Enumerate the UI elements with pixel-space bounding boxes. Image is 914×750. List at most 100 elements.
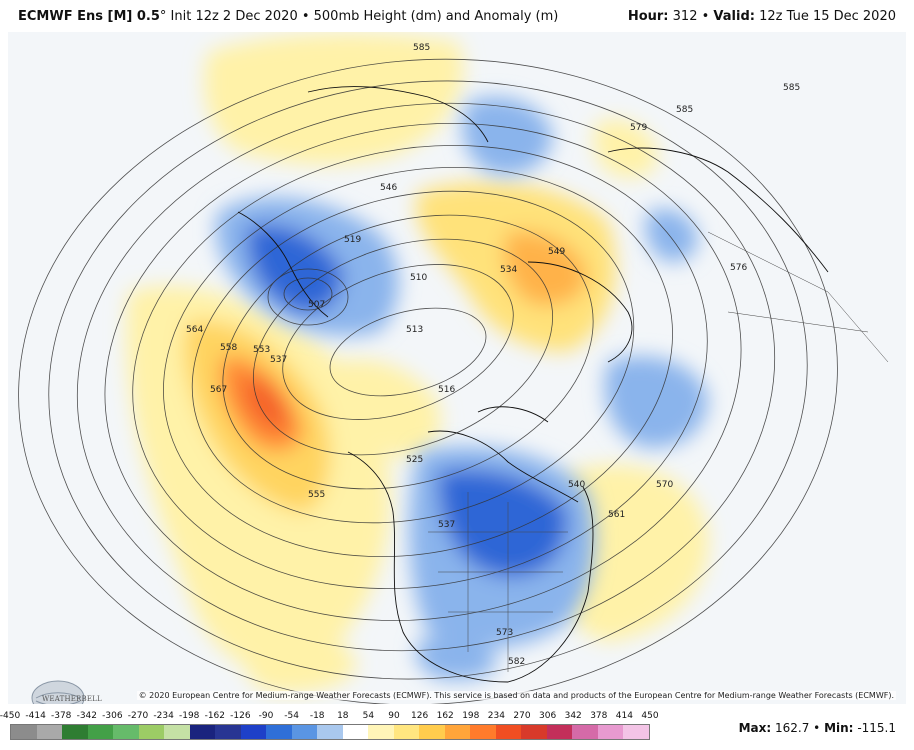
colorbar-tick-label: -378 <box>50 711 72 721</box>
colorbar-cell <box>164 725 190 739</box>
colorbar-bar <box>10 724 650 740</box>
colorbar-tick-label: 306 <box>539 711 557 721</box>
anomaly-colorbar: -450 -414 -378 -342 -306 -270 -234 -198 -162 -126… <box>0 706 914 750</box>
coastlines <box>237 86 829 683</box>
colorbar-tick-label: -414 <box>25 711 46 721</box>
valid-time: Hour: 312 • Valid: 12z Tue 15 Dec 2020 <box>628 9 896 24</box>
header-separator: • <box>697 9 714 24</box>
contour-label: 573 <box>496 628 513 638</box>
contour-label: 585 <box>413 43 430 53</box>
valid-label: Valid: <box>713 9 755 24</box>
colorbar-tick-label: 450 <box>641 711 659 721</box>
logo-globe-icon <box>31 680 85 704</box>
colorbar-tick-label: 18 <box>337 711 349 721</box>
hour-value: 312 <box>672 9 698 24</box>
colorbar-cell <box>572 725 598 739</box>
colorbar-tick-label: -18 <box>309 711 325 721</box>
max-value: 162.7 <box>775 721 810 735</box>
contour-label: 525 <box>406 455 423 465</box>
logo-text: WEATHERBELL <box>42 695 102 703</box>
contour-label: 585 <box>783 83 800 93</box>
negative-anomaly-layer <box>215 96 708 681</box>
colorbar-cell <box>266 725 292 739</box>
max-min-stats: Max: 162.7 • Min: -115.1 <box>739 721 896 735</box>
colorbar-cell <box>189 725 216 739</box>
colorbar-tick-label: -54 <box>284 711 299 721</box>
colorbar-cell <box>419 725 445 739</box>
colorbar-cell <box>138 725 165 739</box>
colorbar-cell <box>342 725 369 739</box>
colorbar-cell <box>62 725 88 739</box>
contour-label: 540 <box>568 480 585 490</box>
stats-separator: • <box>809 721 825 735</box>
colorbar-tick-label: 162 <box>436 711 454 721</box>
contour-label: 513 <box>406 325 423 335</box>
map-panel: 585 585 585 579 546 519 510 507 513 516 … <box>8 32 906 704</box>
colorbar-tick-label: 342 <box>564 711 582 721</box>
contour-label: 519 <box>344 235 361 245</box>
hour-label: Hour: <box>627 9 669 24</box>
political-borders <box>428 231 889 672</box>
weatherbell-logo: WEATHERBELL <box>28 677 102 704</box>
colorbar-cell <box>215 725 241 739</box>
contour-label: 537 <box>438 520 455 530</box>
contour-label: 582 <box>508 657 525 667</box>
height-contours <box>18 58 838 704</box>
contour-label: 510 <box>410 273 427 283</box>
init-description: Init 12z 2 Dec 2020 • 500mb Height (dm) … <box>166 9 559 24</box>
map-header: ECMWF Ens [M] 0.5° Init 12z 2 Dec 2020 •… <box>0 0 914 30</box>
contour-label: 585 <box>676 105 693 115</box>
colorbar-tick-label: 270 <box>513 711 531 721</box>
contour-label-layer: 585 585 585 579 546 519 510 507 513 516 … <box>186 43 800 667</box>
model-name: ECMWF Ens [M] 0.5 <box>18 9 160 24</box>
colorbar-tick-label: -342 <box>76 711 98 721</box>
contour-label: 570 <box>656 480 673 490</box>
colorbar-tick-label: 198 <box>462 711 480 721</box>
contour-label: 564 <box>186 325 203 335</box>
colorbar-tick-label: 90 <box>388 711 400 721</box>
contour-label: 537 <box>270 355 287 365</box>
map-title: ECMWF Ens [M] 0.5° Init 12z 2 Dec 2020 •… <box>18 9 558 24</box>
colorbar-tick-label: -270 <box>127 711 149 721</box>
contour-label: 546 <box>380 183 397 193</box>
colorbar-tick-label: -126 <box>230 711 251 721</box>
colorbar-tick-label: 126 <box>411 711 429 721</box>
colorbar-tick-label: -234 <box>153 711 174 721</box>
contour-label: 553 <box>253 345 270 355</box>
contour-label: 558 <box>220 343 237 353</box>
colorbar-tick-label: 234 <box>487 711 505 721</box>
min-label: Min: <box>824 721 854 735</box>
min-value: -115.1 <box>857 721 896 735</box>
colorbar-cell <box>291 725 318 739</box>
colorbar-cell <box>393 725 420 739</box>
colorbar-tick-labels: -450 -414 -378 -342 -306 -270 -234 -198 -162 -126… <box>0 711 659 723</box>
contour-label: 561 <box>608 510 625 520</box>
colorbar-tick-label: 378 <box>590 711 608 721</box>
contour-label: 555 <box>308 490 325 500</box>
colorbar-cell <box>240 725 267 739</box>
degree-symbol: ° <box>159 9 167 24</box>
colorbar-cell <box>36 725 63 739</box>
valid-value: 12z Tue 15 Dec 2020 <box>759 9 896 24</box>
colorbar-tick-label: 414 <box>615 711 633 721</box>
colorbar-cell <box>623 725 649 739</box>
colorbar-tick-label: 54 <box>362 711 375 721</box>
contour-label: 534 <box>500 265 517 275</box>
contour-label: 567 <box>210 385 227 395</box>
colorbar-tick-label: -198 <box>178 711 200 721</box>
colorbar-tick-label: -450 <box>0 711 21 721</box>
colorbar-cell <box>317 725 343 739</box>
contour-label: 516 <box>438 385 455 395</box>
colorbar-cell <box>546 725 573 739</box>
colorbar-cell <box>597 725 624 739</box>
contour-label: 576 <box>730 263 747 273</box>
contour-label: 507 <box>308 300 325 310</box>
colorbar-tick-label: -90 <box>258 711 274 721</box>
colorbar-cell <box>470 725 496 739</box>
colorbar-tick-label: -162 <box>204 711 226 721</box>
colorbar-cell <box>113 725 139 739</box>
colorbar-cell <box>521 725 547 739</box>
colorbar-cell <box>11 725 37 739</box>
colorbar-cell <box>368 725 394 739</box>
copyright-credit: © 2020 European Centre for Medium-range … <box>136 691 896 700</box>
